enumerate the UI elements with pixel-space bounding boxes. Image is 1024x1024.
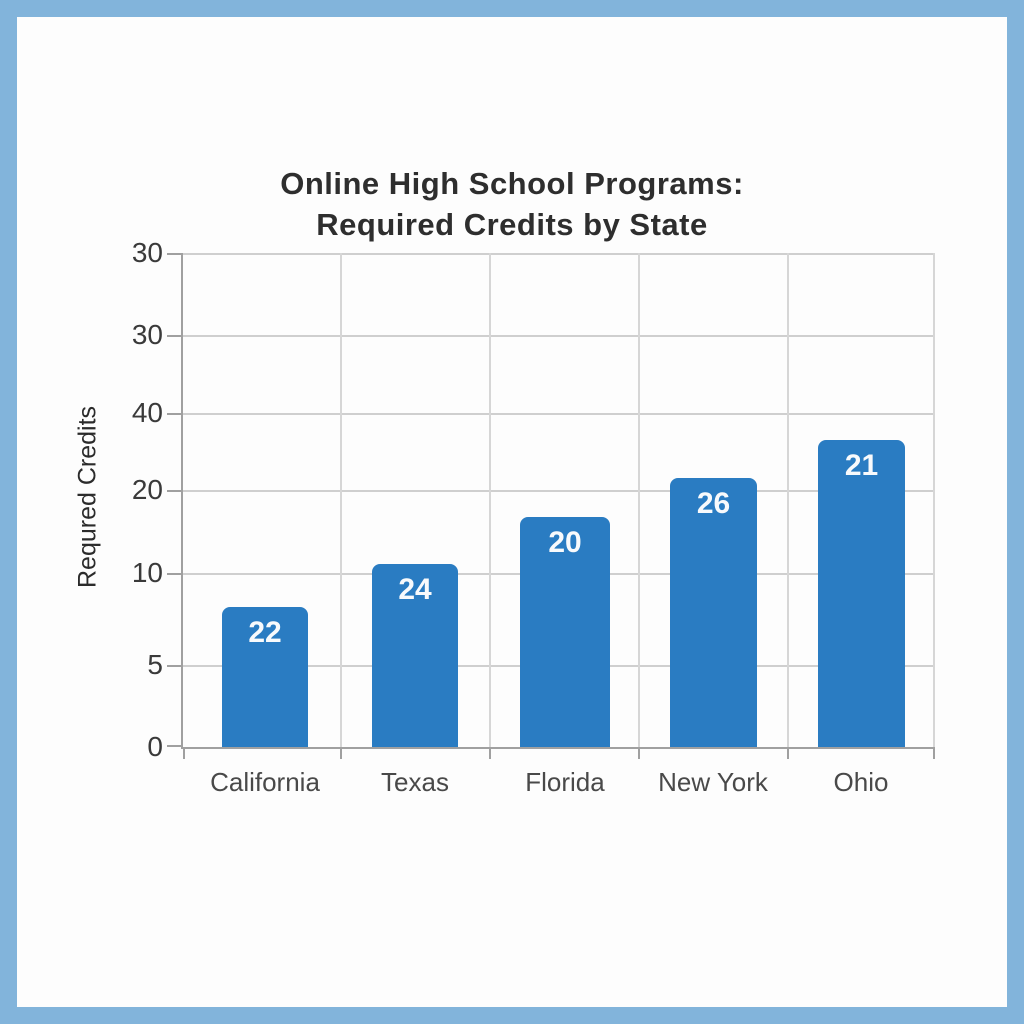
chart-title-line-1: Online High School Programs: [280,166,744,201]
x-tick-mark [489,749,491,759]
y-axis-title: Requred Credits [73,405,102,589]
y-tick-label: 30 [131,319,163,350]
y-tick-mark [167,573,183,575]
y-tick-label: 10 [131,557,163,588]
bar-value-label: 22 [248,616,282,649]
x-axis-line [181,747,935,749]
x-tick-mark [638,749,640,759]
x-tick-mark [787,749,789,759]
bar-florida: 20 [520,517,610,747]
x-axis-label-ohio: Ohio [833,767,889,797]
bar-ohio: 21 [818,440,905,747]
y-tick-mark [167,413,183,415]
gridline-horizontal [183,413,935,415]
y-tick-mark [167,490,183,492]
y-tick-label: 40 [131,397,163,428]
gridline-vertical [340,253,342,747]
bar-value-label: 20 [548,526,582,559]
x-tick-mark [183,749,185,759]
x-axis-label-new-york: New York [658,767,768,797]
x-axis-label-california: California [210,767,320,797]
bar-california: 22 [222,607,308,747]
y-tick-mark [167,253,183,255]
y-axis-line [181,253,183,747]
chart-title: Online High School Programs: Required Cr… [17,163,1007,245]
y-tick-label: 30 [131,237,163,268]
gridline-horizontal [183,490,935,492]
y-tick-mark [167,665,183,667]
gridline-vertical [787,253,789,747]
bar-value-label: 21 [844,449,879,482]
chart-title-line-2: Required Credits by State [316,207,708,242]
x-axis-label-texas: Texas [381,767,449,797]
gridline-vertical [489,253,491,747]
y-tick-mark [167,335,183,337]
y-tick-mark [167,745,183,747]
y-tick-label: 0 [147,731,163,762]
gridline-horizontal [183,253,935,255]
x-tick-mark [340,749,342,759]
bar-value-label: 24 [398,573,432,606]
y-tick-label: 5 [147,649,163,680]
gridline-horizontal [183,335,935,337]
gridline-vertical [933,253,935,747]
bar-texas: 24 [372,564,458,747]
chart-background: Online High School Programs: Required Cr… [17,17,1007,1007]
x-axis-label-florida: Florida [525,767,605,797]
x-tick-mark [933,749,935,759]
bar-value-label: 26 [696,487,731,520]
y-tick-label: 20 [131,474,163,505]
plot-area: 30 30 40 20 10 5 0 22 24 20 [132,237,935,797]
gridline-vertical [638,253,640,747]
bar-new-york: 26 [670,478,757,747]
